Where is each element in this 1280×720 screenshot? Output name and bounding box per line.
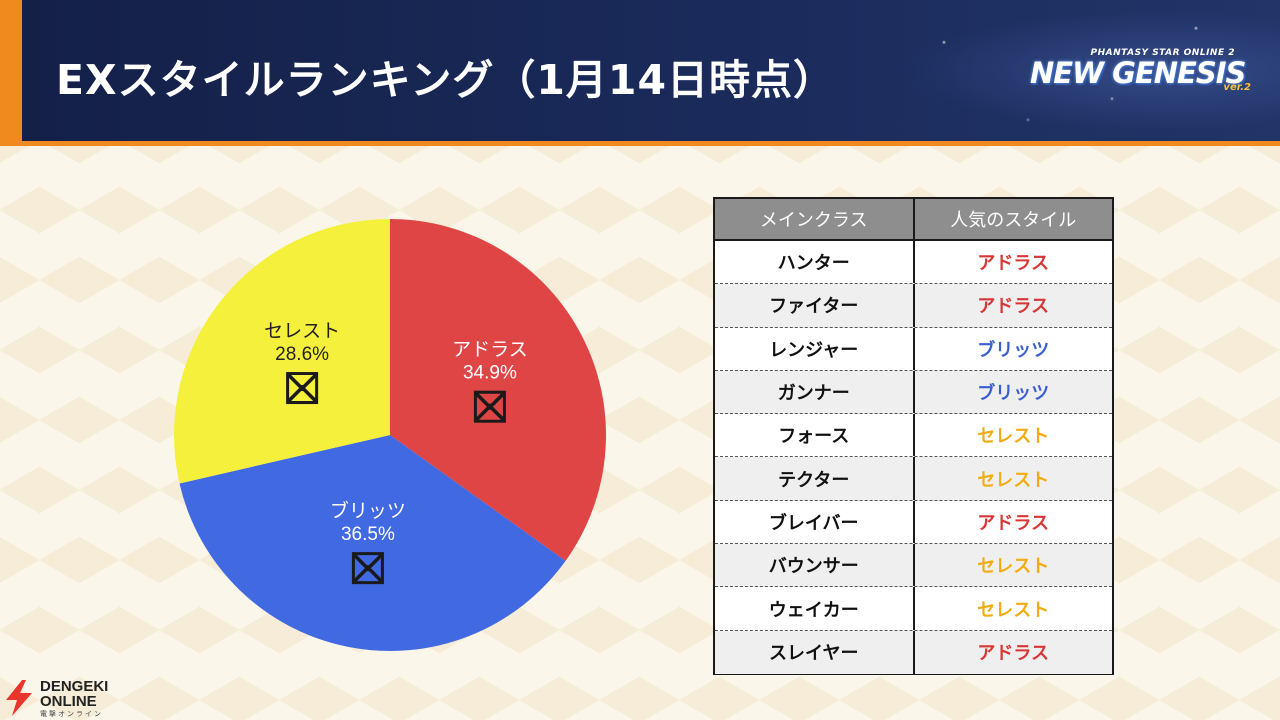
table-row: ファイター アドラス [715, 284, 1113, 328]
table-row: バウンサー セレスト [715, 544, 1113, 588]
table-row: スレイヤー アドラス [715, 630, 1113, 674]
style-emblem-icon [351, 552, 384, 585]
class-cell: バウンサー [768, 556, 859, 578]
header-main-class: メインクラス [759, 210, 868, 231]
dengeki-line2: ONLINE [40, 693, 97, 710]
class-cell: スレイヤー [769, 643, 859, 665]
slice-name-label: セレスト [264, 321, 340, 342]
dengeki-logo-text: DENGEKI ONLINE [40, 679, 108, 709]
game-logo: PHANTASY STAR ONLINE 2 NEW GENESIS ver.2 [1030, 48, 1255, 98]
logo-title: NEW GENESIS [1030, 56, 1246, 90]
style-cell: セレスト [912, 457, 1113, 500]
table-row: レンジャー ブリッツ [715, 327, 1113, 371]
table-row: フォース セレスト [715, 414, 1113, 458]
table-header: メインクラス 人気のスタイル [715, 199, 1112, 241]
dengeki-watermark: DENGEKI ONLINE 電撃オンライン [4, 678, 134, 718]
class-cell: ウェイカー [768, 599, 859, 621]
logo-subtitle: PHANTASY STAR ONLINE 2 [1090, 48, 1235, 58]
header-accent-line [0, 141, 1280, 146]
style-cell: セレスト [912, 587, 1113, 630]
class-cell: ファイター [769, 296, 859, 318]
slice-value-label: 36.5% [341, 524, 395, 545]
header-banner [0, 0, 1280, 141]
style-cell: アドラス [912, 500, 1113, 544]
table-row: ウェイカー セレスト [715, 587, 1113, 631]
slice-value-label: 34.9% [463, 363, 517, 384]
starfield-background [860, 0, 1280, 141]
style-cell: アドラス [912, 630, 1113, 674]
table-row: ガンナー ブリッツ [715, 370, 1113, 415]
style-cell: ブリッツ [912, 370, 1113, 414]
class-cell: ガンナー [777, 383, 850, 405]
table-row: ブレイバー アドラス [715, 500, 1113, 545]
table-body: ハンター アドラス ファイター アドラス レンジャー ブリッツ ガンナー ブリッツ フォース セレ… [715, 241, 1112, 674]
slice-name-label: ブリッツ [330, 499, 406, 522]
slice-value-label: 28.6% [275, 344, 329, 365]
pie-slice [390, 219, 606, 561]
lightning-icon [6, 680, 32, 716]
style-cell: ブリッツ [912, 327, 1113, 370]
page-title: EXスタイルランキング（1月14日時点） [56, 56, 835, 104]
class-cell: テクター [778, 469, 850, 491]
style-emblem-icon [473, 390, 506, 423]
style-cell: アドラス [912, 284, 1113, 327]
class-cell: フォース [778, 426, 850, 448]
class-cell: ブレイバー [768, 512, 859, 534]
style-cell: セレスト [912, 544, 1113, 587]
class-cell: ハンター [777, 253, 850, 275]
header-popular-style: 人気のスタイル [912, 199, 1113, 239]
style-table: メインクラス 人気のスタイル ハンター アドラス ファイター アドラス レンジャー ブリッ… [713, 197, 1114, 675]
dengeki-sub: 電撃オンライン [40, 710, 103, 718]
logo-version: ver.2 [1223, 82, 1251, 93]
class-cell: レンジャー [769, 339, 859, 361]
dengeki-line1: DENGEKI [40, 678, 109, 695]
pie-slice [174, 219, 390, 484]
slice-name-label: アドラス [452, 340, 528, 361]
style-cell: セレスト [912, 414, 1113, 457]
table-row: ハンター アドラス [715, 241, 1113, 285]
pie-slice [179, 435, 566, 651]
style-emblem-icon [286, 372, 319, 405]
table-row: テクター セレスト [715, 457, 1113, 501]
style-cell: アドラス [912, 241, 1113, 284]
